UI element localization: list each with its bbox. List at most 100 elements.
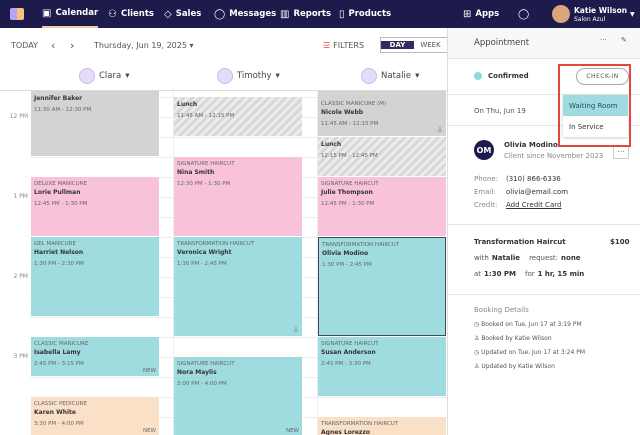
staff-avatar <box>79 68 95 84</box>
appointment-block[interactable]: CLASSIC PEDICURE Karen White 3:30 PM - 4:0… <box>31 397 159 435</box>
service-time: 1:30 PM <box>484 270 516 278</box>
appointment-block[interactable]: Lunch 11:45 AM - 12:15 PM <box>174 97 302 136</box>
request-icon: ♙ <box>436 126 443 134</box>
appointment-block[interactable]: SIGNATURE HAIRCUT Julie Thompson 12:45 PM … <box>318 177 446 236</box>
appointment-block[interactable]: CLASSIC MANICURE Isabella Lamy 2:45 PM - 3… <box>31 337 159 376</box>
service-duration: 1 hr, 15 min <box>537 270 585 278</box>
staff-avatar <box>217 68 233 84</box>
service-label: SIGNATURE HAIRCUT <box>177 161 235 167</box>
check-in-menu: Waiting Room In Service <box>563 95 628 137</box>
date-picker[interactable]: Thursday, Jun 19, 2025 ▾ <box>94 40 194 50</box>
service-label: GEL MANICURE <box>34 241 76 247</box>
user-menu[interactable]: Katie Wilson Salon Azul <box>574 6 627 24</box>
time-range: 1:30 PM - 2:45 PM <box>177 261 227 267</box>
client-name: Isabella Lamy <box>34 349 81 356</box>
time-range: 11:45 AM - 12:15 PM <box>321 121 379 127</box>
message-client-button[interactable]: … <box>613 145 629 159</box>
hour-label: 12 PM <box>9 113 28 120</box>
appointment-block[interactable]: SIGNATURE HAIRCUT Nora Maylis 3:00 PM - 4:… <box>174 357 302 435</box>
for-label: for <box>525 270 535 278</box>
client-name[interactable]: Olivia Modino <box>504 141 558 149</box>
staff-header-natalie[interactable]: Natalie ▾ <box>361 62 419 90</box>
brand-logo <box>10 8 24 20</box>
nav-reports[interactable]: ▥ Reports <box>280 0 331 28</box>
client-name: Nina Smith <box>177 169 215 176</box>
user-avatar[interactable] <box>552 5 570 23</box>
nav-apps[interactable]: ⊞ Apps <box>463 0 499 28</box>
staff-header-clara[interactable]: Clara ▾ <box>79 62 130 90</box>
filter-icon: ☰ <box>323 40 331 50</box>
booking-line: ♙ Booked by Katie Wilson <box>474 335 552 342</box>
client-email: olivia@email.com <box>506 188 569 196</box>
column-divider <box>317 91 318 435</box>
client-avatar: OM <box>474 140 494 160</box>
appointment-block[interactable]: GEL MANICURE Harriet Nelson 1:30 PM - 2:30… <box>31 237 159 316</box>
phone-label: Phone: <box>474 175 499 183</box>
clock-icon: ◷ <box>474 349 480 356</box>
booking-line: ◷ Booked on Tue, Jun 17 at 3:19 PM <box>474 321 582 328</box>
nav-label: Reports <box>293 9 332 19</box>
appointment-panel: Appointment ··· ✎ Confirmed CHECK-IN On … <box>447 28 640 435</box>
user-icon: ♙ <box>474 335 480 342</box>
column-divider <box>173 91 174 435</box>
appointment-block[interactable]: DELUXE MANICURE Lorie Pullman 12:45 PM - 1… <box>31 177 159 236</box>
prev-day-button[interactable]: ‹ <box>51 38 56 52</box>
panel-title: Appointment <box>474 38 530 48</box>
client-name: Agnes Lorezzo <box>321 429 371 435</box>
service-staff: Natalie <box>491 254 521 262</box>
appointment-block[interactable]: CLASSIC MANICURE (m) Nicole Webb 11:45 AM … <box>318 97 446 136</box>
appointment-block[interactable] <box>318 91 446 97</box>
client-name: Lorie Pullman <box>34 189 81 196</box>
appointment-block[interactable]: TRANSFORMATION HAIRCUT Veronica Wright 1:3… <box>174 237 302 336</box>
service-label: SIGNATURE HAIRCUT <box>321 341 379 347</box>
time-range: 1:30 PM - 2:30 PM <box>34 261 84 267</box>
new-badge: NEW <box>285 428 299 434</box>
menu-item-in-service[interactable]: In Service <box>569 122 604 131</box>
nav-label: Sales <box>175 9 202 19</box>
clock-icon: ◷ <box>474 321 480 328</box>
appointment-block[interactable]: SIGNATURE HAIRCUT Nina Smith 12:30 PM - 1:… <box>174 157 302 236</box>
date-label: Thursday, Jun 19, 2025 <box>94 40 187 50</box>
booking-details-title: Booking Details <box>474 306 529 314</box>
today-button[interactable]: TODAY <box>11 40 38 50</box>
booking-text: Booked on Tue, Jun 17 at 3:19 PM <box>481 321 582 328</box>
client-since: Client since November 2023 <box>504 152 604 160</box>
hour-label: 3 PM <box>13 353 28 360</box>
nav-messages[interactable]: ◯ Messages <box>214 0 276 28</box>
add-credit-card-link[interactable]: Add Credit Card <box>506 201 562 209</box>
next-day-button[interactable]: › <box>70 38 75 52</box>
time-range: 12:30 PM - 1:30 PM <box>177 181 231 187</box>
client-name: Julie Thompson <box>321 189 373 196</box>
day-view-button[interactable]: DAY <box>381 41 414 49</box>
nav-calendar[interactable]: ▣ Calendar <box>42 0 99 28</box>
appointment-block[interactable]: Lunch 12:15 PM - 12:45 PM <box>318 137 446 176</box>
chevron-down-icon[interactable]: ▼ <box>630 10 635 18</box>
menu-item-waiting-room[interactable]: Waiting Room <box>563 95 628 116</box>
check-in-button[interactable]: CHECK-IN <box>576 68 629 85</box>
nav-sales[interactable]: ◇ Sales <box>164 0 201 28</box>
chat-button[interactable]: ◯ <box>518 0 529 28</box>
more-icon[interactable]: ··· <box>600 36 607 44</box>
user-icon: ♙ <box>474 363 480 370</box>
staff-avatar <box>361 68 377 84</box>
appointment-block[interactable]: SIGNATURE HAIRCUT Susan Anderson 2:45 PM -… <box>318 337 446 396</box>
filters-button[interactable]: ☰ FILTERS <box>323 28 364 62</box>
nav-clients[interactable]: ⚇ Clients <box>108 0 154 28</box>
highlight-box <box>558 64 631 147</box>
credit-label: Credit: <box>474 201 498 209</box>
appointment-block[interactable]: Jennifer Baker 11:30 AM - 12:30 PM <box>31 91 159 156</box>
filters-label: FILTERS <box>333 40 365 50</box>
client-name: Veronica Wright <box>177 249 232 256</box>
time-range: 11:45 AM - 12:15 PM <box>177 113 235 119</box>
staff-header-timothy[interactable]: Timothy ▾ <box>217 62 280 90</box>
calendar-toolbar: TODAY ‹ › Thursday, Jun 19, 2025 ▾ ☰ FILT… <box>0 28 448 62</box>
edit-pencil-icon[interactable]: ✎ <box>621 36 627 44</box>
nav-products[interactable]: ▯ Products <box>339 0 391 28</box>
time-range: 12:45 PM - 1:30 PM <box>321 201 375 207</box>
email-label: Email: <box>474 188 496 196</box>
nav-label: Calendar <box>55 8 99 18</box>
appointment-block[interactable]: TRANSFORMATION HAIRCUT Olivia Modino 1:30 … <box>318 237 446 336</box>
service-label: TRANSFORMATION HAIRCUT <box>321 421 399 427</box>
week-view-button[interactable]: WEEK <box>420 41 441 49</box>
